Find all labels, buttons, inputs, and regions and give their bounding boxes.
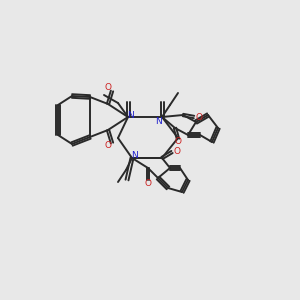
Text: N: N xyxy=(132,151,138,160)
Text: N: N xyxy=(154,116,161,125)
Text: O: O xyxy=(104,142,112,151)
Text: O: O xyxy=(173,148,181,157)
Text: O: O xyxy=(145,178,152,188)
Text: O: O xyxy=(175,137,182,146)
Text: O: O xyxy=(196,112,202,122)
Text: O: O xyxy=(104,83,112,92)
Text: N: N xyxy=(128,112,134,121)
